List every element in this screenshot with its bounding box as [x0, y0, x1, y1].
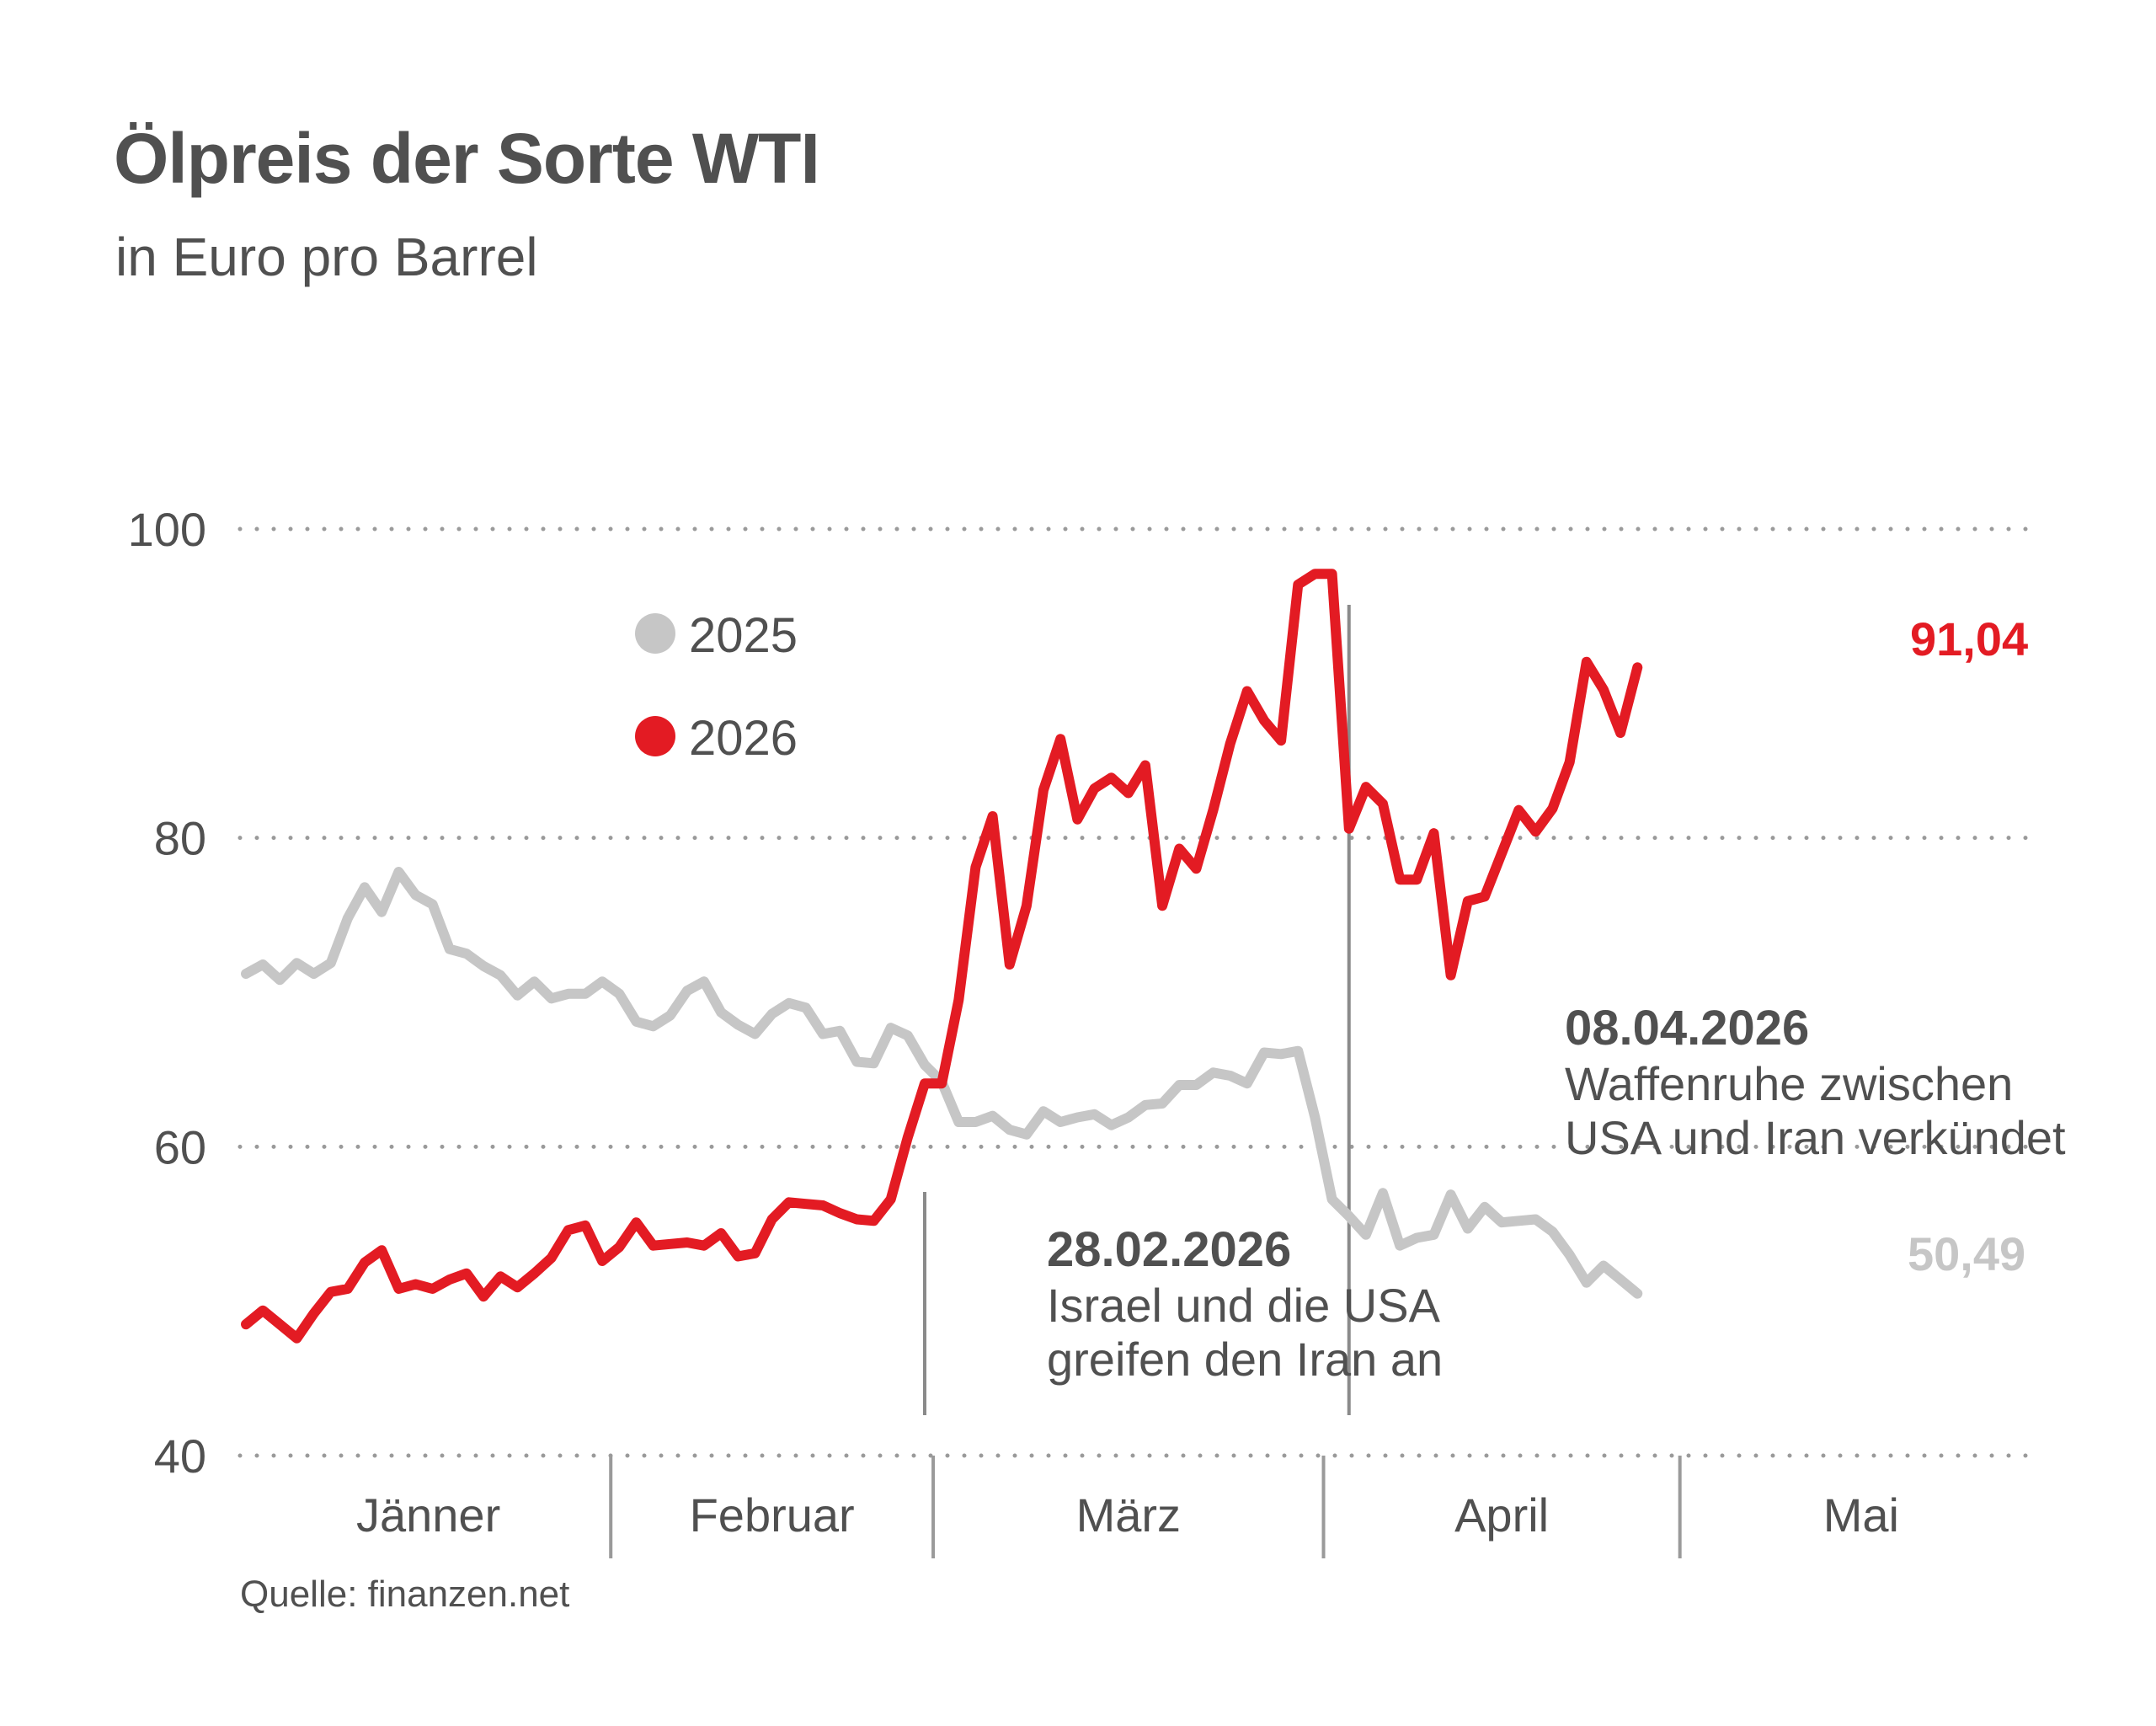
- annotation-text-0-1: greifen den Iran an: [1047, 1333, 1443, 1386]
- legend: 2025 2026: [635, 608, 798, 766]
- y-tick-label-100: 100: [128, 503, 206, 556]
- annotation-text-0-0: Israel und die USA: [1047, 1279, 1441, 1332]
- y-tick-label-80: 80: [154, 812, 206, 865]
- source-note: Quelle: finanzen.net: [240, 1574, 570, 1615]
- end-value-label-2026: 91,04: [1910, 612, 2028, 665]
- y-tick-label-60: 60: [154, 1120, 206, 1173]
- y-tick-label-40: 40: [154, 1429, 206, 1483]
- legend-label-2025: 2025: [689, 608, 798, 663]
- chart-title: Ölpreis der Sorte WTI: [114, 119, 820, 198]
- x-tick-label-0: Jänner: [356, 1488, 500, 1542]
- annotation-lines: [923, 605, 1351, 1415]
- x-tick-label-3: April: [1454, 1488, 1549, 1542]
- x-tick-label-2: März: [1076, 1488, 1181, 1542]
- x-tick-label-4: Mai: [1823, 1488, 1899, 1542]
- annotation-date-0: 28.02.2026: [1047, 1222, 1291, 1277]
- series-lines: [241, 569, 1643, 1344]
- end-value-label-2025: 50,49: [1908, 1227, 2025, 1280]
- series-line-2026: [241, 569, 1643, 1344]
- x-tick-label-1: Februar: [690, 1488, 855, 1542]
- annotation-text-1-0: Waffenruhe zwischen: [1565, 1057, 2013, 1110]
- chart-subtitle: in Euro pro Barrel: [115, 227, 538, 287]
- legend-marker-2025: [635, 613, 675, 654]
- x-axis: Jänner Februar März April Mai: [356, 1456, 1899, 1558]
- annotation-date-1: 08.04.2026: [1565, 1001, 1809, 1055]
- annotation-text-1-1: USA und Iran verkündet: [1565, 1111, 2066, 1164]
- legend-marker-2026: [635, 716, 675, 756]
- legend-label-2026: 2026: [689, 711, 798, 766]
- grid-lines: 40 60 80 100: [128, 503, 2045, 1483]
